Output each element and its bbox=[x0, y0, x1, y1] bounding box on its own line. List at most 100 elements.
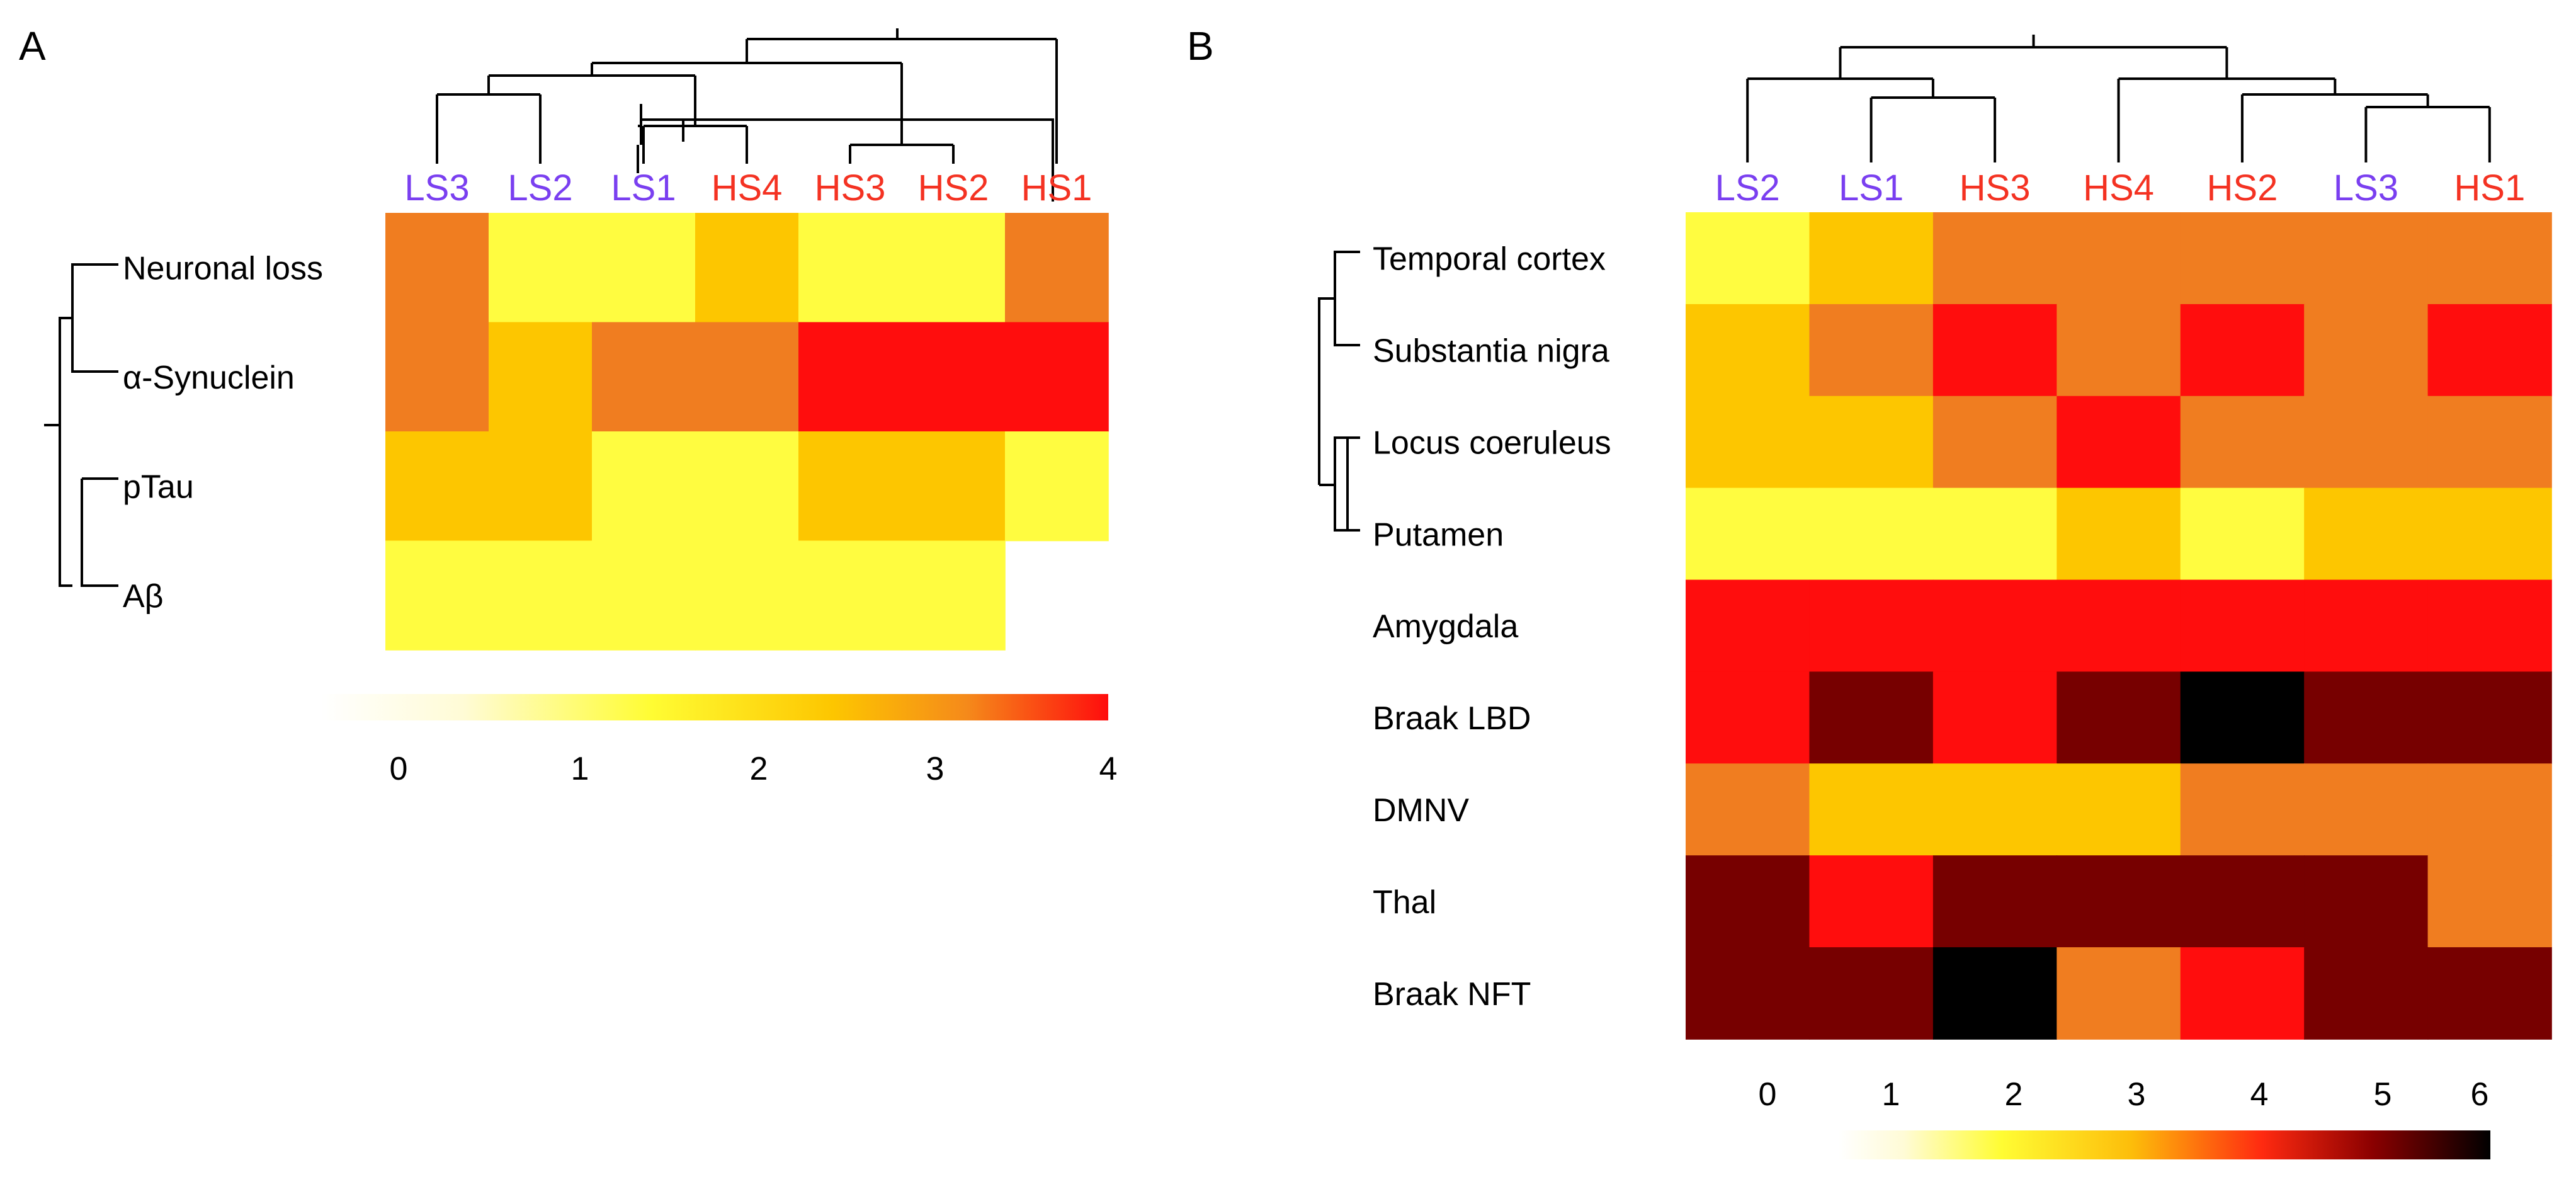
heatmap-cell bbox=[2057, 947, 2181, 1040]
heatmap-cell bbox=[489, 322, 593, 432]
heatmap-cell bbox=[489, 213, 593, 323]
panel-a-column-dendrogram bbox=[637, 104, 1054, 202]
heatmap-cell bbox=[385, 322, 489, 432]
column-label: HS4 bbox=[712, 168, 783, 208]
row-label: α-Synuclein bbox=[123, 360, 295, 396]
panel-a-colorbar bbox=[321, 694, 1108, 720]
heatmap-cell bbox=[1932, 487, 2058, 581]
heatmap-cell bbox=[1809, 304, 1934, 397]
panel-b-colorbar bbox=[1839, 1130, 2490, 1159]
colorbar-tick-label: 1 bbox=[571, 751, 589, 787]
heatmap-cell bbox=[2304, 487, 2429, 581]
heatmap-cell bbox=[2180, 212, 2305, 305]
panel-a-row-labels: Neuronal loss α-Synuclein pTau Aβ bbox=[123, 250, 323, 615]
row-label: Braak LBD bbox=[1373, 700, 1531, 737]
heatmap-cell bbox=[1686, 487, 1810, 581]
row-label: Aβ bbox=[123, 578, 164, 615]
panel-b-column-labels: LS2 LS1 HS3 HS4 HS2 LS3 HS1 bbox=[1715, 168, 2526, 208]
heatmap-cell bbox=[2057, 671, 2181, 765]
column-label: LS1 bbox=[611, 168, 676, 208]
heatmap-cell bbox=[1686, 212, 1810, 305]
panel-a-column-labels: LS3 LS2 LS1 HS4 HS3 HS2 HS1 bbox=[404, 168, 1092, 208]
heatmap-cell bbox=[1932, 579, 2058, 673]
heatmap-cell bbox=[2427, 579, 2552, 673]
heatmap-cell bbox=[592, 213, 696, 323]
heatmap-cell bbox=[2427, 304, 2552, 397]
heatmap-cell bbox=[2057, 763, 2181, 856]
heatmap-cell bbox=[489, 431, 593, 542]
panel-label-b: B bbox=[1187, 23, 1214, 69]
heatmap-cell bbox=[1932, 212, 2058, 305]
heatmap-cell bbox=[1686, 395, 1810, 489]
panel-b-row-dendrogram bbox=[1318, 251, 1360, 532]
heatmap-cell bbox=[1686, 855, 1810, 948]
heatmap-cell bbox=[1932, 763, 2058, 856]
heatmap-cell bbox=[2180, 763, 2305, 856]
panel-a-heatmap bbox=[385, 213, 1109, 651]
heatmap-cell bbox=[2057, 855, 2181, 948]
panel-b-heatmap bbox=[1686, 212, 2552, 1040]
heatmap-cell bbox=[385, 540, 489, 651]
column-label: LS3 bbox=[404, 168, 469, 208]
heatmap-cell bbox=[695, 431, 799, 542]
panel-a-row-dendrogram bbox=[44, 263, 118, 587]
heatmap-cell bbox=[1932, 947, 2058, 1040]
heatmap-cell bbox=[2180, 855, 2305, 948]
heatmap-cell bbox=[1686, 763, 1810, 856]
heatmap-cell bbox=[2304, 579, 2429, 673]
column-label: HS2 bbox=[2207, 168, 2278, 208]
heatmap-cell bbox=[2304, 212, 2429, 305]
panel-b-column-dendrogram bbox=[1746, 35, 2491, 162]
heatmap-cell bbox=[902, 540, 1006, 651]
column-label: HS2 bbox=[918, 168, 989, 208]
colorbar-tick-label: 0 bbox=[1759, 1076, 1777, 1113]
colorbar-tick-label: 4 bbox=[1099, 751, 1118, 787]
heatmap-cell bbox=[798, 322, 902, 432]
colorbar-tick-label: 6 bbox=[2471, 1076, 2489, 1113]
row-label: Substantia nigra bbox=[1373, 333, 1609, 370]
heatmap-cell bbox=[798, 431, 902, 542]
heatmap-cell bbox=[2057, 395, 2181, 489]
panel-a-colorbar-ticks: 0 1 2 3 4 bbox=[390, 751, 1118, 787]
heatmap-cell bbox=[798, 213, 902, 323]
panel-label-a: A bbox=[19, 23, 46, 69]
column-label: LS1 bbox=[1839, 168, 1904, 208]
panel-b-row-labels: Temporal cortex Substantia nigra Locus coe… bbox=[1373, 241, 1611, 1013]
heatmap-cell bbox=[1932, 855, 2058, 948]
heatmap-cell bbox=[2427, 671, 2552, 765]
heatmap-cell bbox=[385, 431, 489, 542]
heatmap-cell bbox=[2304, 947, 2429, 1040]
heatmap-cell bbox=[2180, 395, 2305, 489]
heatmap-cell bbox=[2427, 855, 2552, 948]
heatmap-cell bbox=[902, 431, 1006, 542]
colorbar-tick-label: 2 bbox=[2005, 1076, 2023, 1113]
heatmap-cell bbox=[2180, 671, 2305, 765]
row-label: Locus coeruleus bbox=[1373, 424, 1611, 461]
column-label: HS3 bbox=[1960, 168, 2031, 208]
heatmap-cell bbox=[592, 322, 696, 432]
heatmap-cell bbox=[1005, 213, 1109, 323]
heatmap-cell bbox=[2057, 212, 2181, 305]
row-label: Neuronal loss bbox=[123, 250, 323, 287]
colorbar-tick-label: 0 bbox=[390, 751, 408, 787]
heatmap-cell bbox=[2057, 487, 2181, 581]
column-label: HS1 bbox=[1021, 168, 1092, 208]
heatmap-cell bbox=[1809, 855, 1934, 948]
heatmap-cell bbox=[2304, 395, 2429, 489]
column-label: LS3 bbox=[2334, 168, 2398, 208]
heatmap-cell bbox=[2180, 579, 2305, 673]
heatmap-cell bbox=[1686, 947, 1810, 1040]
heatmap-cell bbox=[592, 540, 696, 651]
row-label: Braak NFT bbox=[1373, 976, 1531, 1013]
heatmap-cell bbox=[1809, 947, 1934, 1040]
heatmap-cell bbox=[2180, 947, 2305, 1040]
heatmap-cell bbox=[695, 213, 799, 323]
heatmap-cell bbox=[1686, 579, 1810, 673]
row-label: Amygdala bbox=[1373, 608, 1518, 645]
heatmap-cell bbox=[1809, 763, 1934, 856]
heatmap-cell bbox=[902, 213, 1006, 323]
panel-b: B LS2 LS1 HS3 HS4 HS2 LS3 HS1 Temporal cortex S… bbox=[436, 23, 2552, 1159]
colorbar-tick-label: 5 bbox=[2374, 1076, 2392, 1113]
heatmap-cell bbox=[902, 322, 1006, 432]
